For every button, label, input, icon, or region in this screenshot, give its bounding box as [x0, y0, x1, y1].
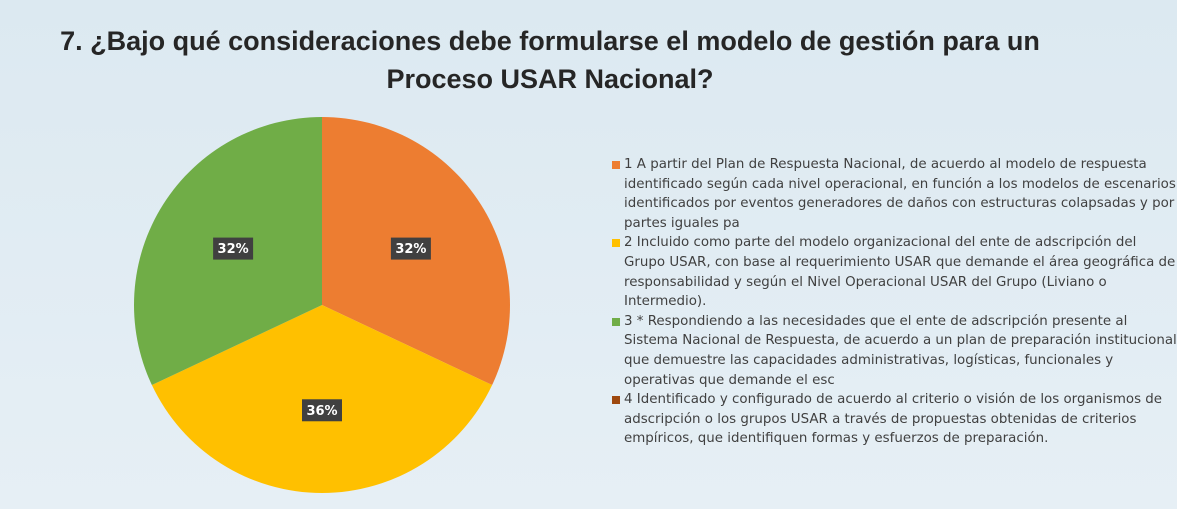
data-label-box	[390, 237, 431, 260]
legend: 1 A partir del Plan de Respuesta Naciona…	[612, 155, 1177, 449]
chart-title: 7. ¿Bajo qué consideraciones debe formul…	[60, 26, 1040, 94]
data-label-box	[302, 399, 342, 422]
legend-swatch	[612, 239, 620, 248]
legend-entry: 2 Incluido como parte del modelo organiz…	[612, 233, 1177, 311]
legend-entry: 3 * Respondiendo a las necesidades que e…	[612, 312, 1177, 390]
pie-slice	[151, 305, 493, 493]
data-label: 32%	[218, 242, 249, 257]
data-label: 36%	[306, 404, 337, 419]
legend-swatch	[612, 317, 620, 326]
data-label: 32%	[395, 242, 426, 257]
legend-label: 3 * Respondiendo a las necesidades que e…	[624, 313, 1177, 388]
legend-entry: 1 A partir del Plan de Respuesta Naciona…	[612, 155, 1177, 233]
legend-entry: 4 Identificado y configurado de acuerdo …	[612, 390, 1177, 449]
pie-chart: 32% 36% 32%	[134, 117, 510, 493]
legend-label: 1 A partir del Plan de Respuesta Naciona…	[624, 157, 1176, 231]
legend-swatch	[612, 161, 620, 169]
legend-swatch	[612, 396, 620, 405]
data-label-box	[213, 237, 254, 260]
legend-label: 2 Incluido como parte del modelo organiz…	[624, 235, 1176, 310]
legend-label: 4 Identificado y configurado de acuerdo …	[624, 392, 1163, 447]
